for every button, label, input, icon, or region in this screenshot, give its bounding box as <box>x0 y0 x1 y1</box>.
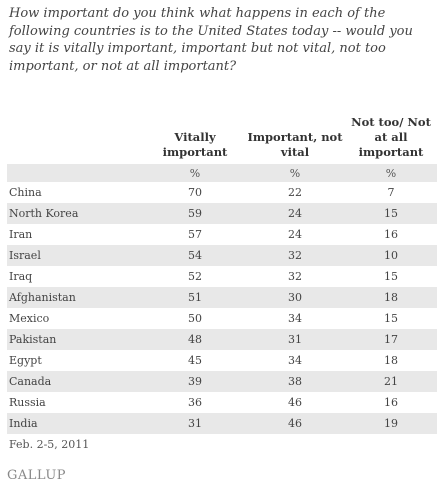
units-row: % % % <box>7 164 437 182</box>
value-cell-vitally-important: 45 <box>188 354 202 367</box>
column-header-not-too-important: Not too/ Not at all important <box>351 115 431 159</box>
value-cell-important-not-vital: 46 <box>245 413 345 434</box>
value-cell-not-too-important: 19 <box>345 413 437 434</box>
value-cell-not-too-important: 7 <box>387 186 395 199</box>
value-cell-important-not-vital: 34 <box>288 312 302 325</box>
value-cell-vitally-important: 59 <box>145 203 245 224</box>
value-cell-not-too-important: 18 <box>384 354 398 367</box>
value-cell-vitally-important: 36 <box>188 396 202 409</box>
country-cell: Russia <box>9 396 46 409</box>
value-cell-important-not-vital: 38 <box>245 371 345 392</box>
country-cell: Iran <box>9 228 33 241</box>
country-cell: Israel <box>7 245 145 266</box>
unit-label-not-too: % <box>345 164 437 182</box>
value-cell-important-not-vital: 32 <box>245 245 345 266</box>
country-cell: Mexico <box>9 312 50 325</box>
country-cell: Pakistan <box>7 329 145 350</box>
value-cell-not-too-important: 16 <box>384 228 398 241</box>
value-cell-not-too-important: 18 <box>345 287 437 308</box>
column-header-important-not-vital: Important, not vital <box>247 130 343 159</box>
value-cell-important-not-vital: 34 <box>288 354 302 367</box>
value-cell-vitally-important: 70 <box>188 186 202 199</box>
country-cell: Egypt <box>9 354 42 367</box>
column-header-country <box>7 115 145 164</box>
value-cell-important-not-vital: 30 <box>245 287 345 308</box>
question-text: How important do you think what happens … <box>9 6 413 74</box>
table-row: Mexico 50 34 15 <box>7 308 437 329</box>
value-cell-not-too-important: 15 <box>345 203 437 224</box>
country-cell: Afghanistan <box>7 287 145 308</box>
table-row: Iraq 52 32 15 <box>7 266 437 287</box>
value-cell-not-too-important: 15 <box>384 312 398 325</box>
country-cell: North Korea <box>7 203 145 224</box>
value-cell-not-too-important: 10 <box>345 245 437 266</box>
value-cell-not-too-important: 17 <box>345 329 437 350</box>
value-cell-vitally-important: 51 <box>145 287 245 308</box>
table-row: Russia 36 46 16 <box>7 392 437 413</box>
value-cell-vitally-important: 39 <box>145 371 245 392</box>
gallup-logo: GALLUP <box>7 468 67 483</box>
table-row: Afghanistan 51 30 18 <box>7 287 437 308</box>
table-row: India 31 46 19 <box>7 413 437 434</box>
table-row: Israel 54 32 10 <box>7 245 437 266</box>
value-cell-important-not-vital: 32 <box>288 270 302 283</box>
table-row: Pakistan 48 31 17 <box>7 329 437 350</box>
unit-label-vitally: % <box>145 164 245 182</box>
survey-date: Feb. 2-5, 2011 <box>9 438 90 451</box>
value-cell-important-not-vital: 31 <box>245 329 345 350</box>
value-cell-important-not-vital: 46 <box>288 396 302 409</box>
unit-label-important: % <box>245 164 345 182</box>
value-cell-vitally-important: 48 <box>145 329 245 350</box>
unit-label-country <box>7 164 145 182</box>
column-header-vitally-important: Vitally important <box>162 130 228 159</box>
country-cell: India <box>7 413 145 434</box>
table-row: Iran 57 24 16 <box>7 224 437 245</box>
country-cell: China <box>9 186 42 199</box>
table-row: Canada 39 38 21 <box>7 371 437 392</box>
value-cell-vitally-important: 52 <box>188 270 202 283</box>
value-cell-not-too-important: 15 <box>384 270 398 283</box>
table-row: North Korea 59 24 15 <box>7 203 437 224</box>
value-cell-not-too-important: 21 <box>345 371 437 392</box>
value-cell-important-not-vital: 24 <box>288 228 302 241</box>
value-cell-vitally-important: 57 <box>188 228 202 241</box>
value-cell-vitally-important: 54 <box>145 245 245 266</box>
value-cell-important-not-vital: 24 <box>245 203 345 224</box>
value-cell-important-not-vital: 22 <box>288 186 302 199</box>
value-cell-vitally-important: 31 <box>145 413 245 434</box>
results-table: Vitally important Important, not vital N… <box>7 115 437 434</box>
value-cell-not-too-important: 16 <box>384 396 398 409</box>
table-row: Egypt 45 34 18 <box>7 350 437 371</box>
header-row: Vitally important Important, not vital N… <box>7 115 437 164</box>
country-cell: Canada <box>7 371 145 392</box>
value-cell-vitally-important: 50 <box>188 312 202 325</box>
table-row: China 70 22 7 <box>7 182 437 203</box>
country-cell: Iraq <box>9 270 33 283</box>
